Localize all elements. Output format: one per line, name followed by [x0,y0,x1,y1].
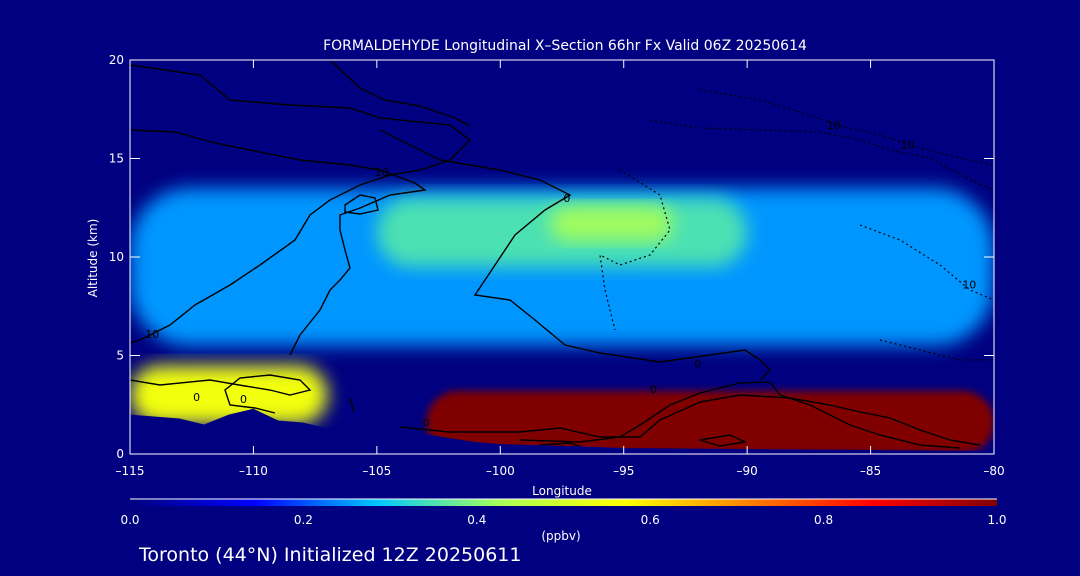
footer-caption: Toronto (44°N) Initialized 12Z 20250611 [138,544,522,566]
colorbar-tick-label: 1.0 [987,513,1006,527]
chart-title: FORMALDEHYDE Longitudinal X–Section 66hr… [323,38,807,54]
y-tick-label: 0 [116,447,124,461]
colorbar-tick-label: 0.8 [814,513,833,527]
contour-label: 0 [423,416,430,429]
plot-area: 10 10 0 0 0 0 0 0 10 10 10 [130,60,994,454]
contour-label: 0 [694,357,701,370]
x-tick-label: –115 [116,464,145,478]
x-tick-label: –105 [362,464,391,478]
negative-contour-line [879,339,994,361]
concentration-region-western-boundary-layer [130,365,328,425]
contour-label: 10 [375,166,389,179]
y-tick-label: 15 [109,152,124,166]
y-axis-label: Altitude (km) [86,219,100,298]
x-tick-label: –85 [860,464,881,478]
negative-contour-lines [599,89,994,361]
contour-line [349,397,355,413]
colorbar-tick-label: 0.6 [641,513,660,527]
concentration-region-surface-maximum [426,390,994,454]
contour-label: 10 [827,119,841,132]
contour-label: 0 [193,391,200,404]
negative-contour-line [599,169,671,331]
x-axis-label: Longitude [532,484,592,498]
concentration-region-upper-core [549,205,674,242]
colorbar-tick-label: 0.0 [120,513,139,527]
concentration-field [130,188,994,454]
contour-lines [130,60,981,451]
contour-line [130,64,472,344]
contour-line [344,194,379,215]
colorbar [130,499,997,506]
x-tick-label: –95 [613,464,634,478]
y-axis: 0 5 10 15 20 [109,53,994,461]
contour-label: 0 [240,393,247,406]
contour-label: 10 [962,279,976,292]
contour-line [379,129,771,381]
y-tick-label: 20 [109,53,124,67]
contour-label: 10 [901,139,915,152]
x-tick-label: –80 [983,464,1004,478]
x-tick-label: –110 [239,464,268,478]
x-tick-label: –100 [486,464,515,478]
negative-contour-line [649,119,994,191]
x-axis: –115 –110 –105 –100 –95 –90 –85 –80 [116,60,1005,478]
contour-line [399,394,981,446]
contour-line [519,381,961,449]
x-tick-label: –90 [737,464,758,478]
contour-line [699,434,748,447]
colorbar-tick-label: 0.2 [294,513,313,527]
negative-contour-line [699,89,994,166]
contour-line [130,374,312,414]
concentration-region-upper-layer [130,188,994,346]
terrain-mask [130,408,994,454]
contour-label: 0 [563,192,570,205]
colorbar-label: (ppbv) [541,529,580,543]
y-tick-label: 10 [109,250,124,264]
contour-line [329,60,471,127]
contour-label: 0 [650,383,657,396]
colorbar-ticks: 0.0 0.2 0.4 0.6 0.8 1.0 [120,513,1006,527]
contour-label: 10 [145,328,159,341]
contour-line [130,129,427,356]
contour-labels: 10 10 0 0 0 0 0 0 10 10 10 [145,119,976,429]
y-tick-label: 5 [116,349,124,363]
colorbar-tick-label: 0.4 [467,513,486,527]
